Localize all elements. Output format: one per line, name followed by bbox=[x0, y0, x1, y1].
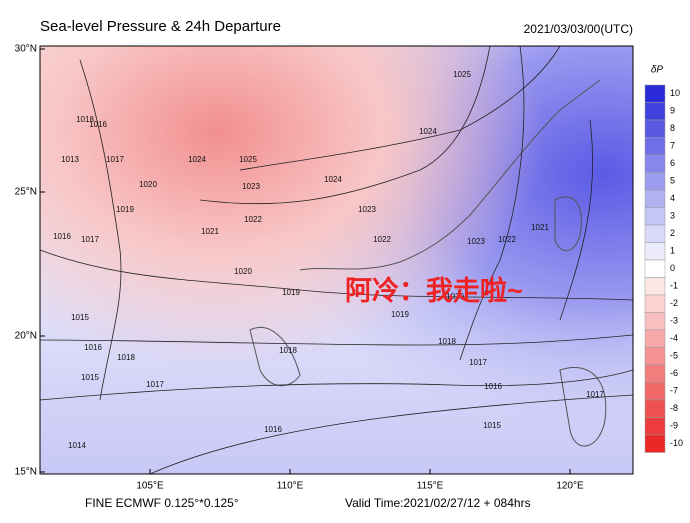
contour-label: 1020 bbox=[234, 267, 252, 276]
colorbar-cell bbox=[644, 434, 666, 453]
colorbar-tick: -2 bbox=[670, 298, 678, 308]
contour-label: 1018 bbox=[117, 353, 135, 362]
contour-label: 1017 bbox=[81, 235, 99, 244]
lat-label: 30°N bbox=[15, 44, 37, 55]
contour-label: 1015 bbox=[71, 313, 89, 322]
contour-label: 1025 bbox=[453, 70, 471, 79]
colorbar-cell bbox=[644, 242, 666, 261]
contour-label: 1019 bbox=[282, 288, 300, 297]
contour-label: 1013 bbox=[61, 155, 79, 164]
lon-label: 115°E bbox=[417, 481, 444, 492]
contour-label: 1024 bbox=[324, 175, 342, 184]
colorbar-cell bbox=[644, 119, 666, 138]
contour-label: 1019 bbox=[391, 310, 409, 319]
colorbar-cell bbox=[644, 312, 666, 331]
colorbar-cell bbox=[644, 382, 666, 401]
colorbar-tick: 0 bbox=[670, 263, 675, 273]
colorbar-tick: -3 bbox=[670, 316, 678, 326]
colorbar-cell bbox=[644, 259, 666, 278]
contour-label: 1017 bbox=[146, 380, 164, 389]
map-frame bbox=[39, 45, 634, 475]
colorbar-tick: 10 bbox=[670, 88, 680, 98]
colorbar-tick: 9 bbox=[670, 106, 675, 116]
footer-valid: Valid Time:2021/02/27/12 + 084hrs bbox=[345, 496, 531, 510]
contour-label: 1020 bbox=[446, 292, 464, 301]
colorbar-tick: -1 bbox=[670, 281, 678, 291]
contour-label: 1024 bbox=[419, 127, 437, 136]
colorbar-tick: 8 bbox=[670, 123, 675, 133]
contour-label: 1015 bbox=[81, 373, 99, 382]
contour-label: 1018 bbox=[76, 115, 94, 124]
contour-label: 1014 bbox=[68, 441, 86, 450]
title: Sea-level Pressure & 24h Departure bbox=[40, 18, 281, 35]
contour-label: 1020 bbox=[139, 180, 157, 189]
colorbar-tick: 2 bbox=[670, 228, 675, 238]
colorbar-cell bbox=[644, 137, 666, 156]
colorbar-cell bbox=[644, 294, 666, 313]
map-field bbox=[40, 46, 633, 474]
contour-label: 1022 bbox=[244, 215, 262, 224]
contour-label: 1018 bbox=[279, 346, 297, 355]
footer-model: FINE ECMWF 0.125°*0.125° bbox=[85, 496, 239, 510]
colorbar-cell bbox=[644, 329, 666, 348]
contour-label: 1023 bbox=[358, 205, 376, 214]
colorbar-tick: -10 bbox=[670, 438, 683, 448]
contour-label: 1018 bbox=[438, 337, 456, 346]
colorbar-cell bbox=[644, 207, 666, 226]
contour-label: 1016 bbox=[84, 343, 102, 352]
lat-label: 20°N bbox=[15, 331, 37, 342]
colorbar-tick: -9 bbox=[670, 421, 678, 431]
colorbar-tick: -7 bbox=[670, 386, 678, 396]
colorbar-cell bbox=[644, 189, 666, 208]
contour-label: 1023 bbox=[467, 237, 485, 246]
colorbar-tick: 3 bbox=[670, 211, 675, 221]
colorbar-tick: -8 bbox=[670, 403, 678, 413]
contour-label: 1016 bbox=[484, 382, 502, 391]
contour-label: 1015 bbox=[483, 421, 501, 430]
colorbar-cell bbox=[644, 102, 666, 121]
contour-label: 1017 bbox=[106, 155, 124, 164]
colorbar-cell bbox=[644, 84, 666, 103]
lon-label: 120°E bbox=[556, 481, 584, 492]
contour-label: 1022 bbox=[498, 235, 516, 244]
colorbar-cell bbox=[644, 399, 666, 418]
contour-label: 1017 bbox=[586, 390, 604, 399]
lat-label: 15°N bbox=[15, 467, 37, 478]
colorbar-cell bbox=[644, 224, 666, 243]
contour-label: 1017 bbox=[469, 358, 487, 367]
lat-label: 25°N bbox=[15, 187, 37, 198]
colorbar-tick: -6 bbox=[670, 368, 678, 378]
contour-label: 1024 bbox=[188, 155, 206, 164]
contour-label: 1025 bbox=[239, 155, 257, 164]
colorbar-tick: 1 bbox=[670, 246, 675, 256]
colorbar-tick: 7 bbox=[670, 141, 675, 151]
colorbar-tick: -4 bbox=[670, 333, 678, 343]
contour-label: 1019 bbox=[116, 205, 134, 214]
colorbar-label: δP bbox=[651, 65, 664, 76]
colorbar-cell bbox=[644, 347, 666, 366]
colorbar-tick: 5 bbox=[670, 176, 675, 186]
contour-label: 1016 bbox=[53, 232, 71, 241]
contour-label: 1021 bbox=[531, 223, 549, 232]
colorbar-tick: 4 bbox=[670, 193, 675, 203]
colorbar-cell bbox=[644, 277, 666, 296]
datetime: 2021/03/03/00(UTC) bbox=[524, 22, 633, 36]
contour-label: 1023 bbox=[242, 182, 260, 191]
colorbar-cell bbox=[644, 154, 666, 173]
colorbar-tick: 6 bbox=[670, 158, 675, 168]
overlay-text: 阿冷：我走啦~ bbox=[345, 275, 523, 306]
contour-label: 1021 bbox=[201, 227, 219, 236]
lon-label: 110°E bbox=[277, 481, 304, 492]
colorbar-tick: -5 bbox=[670, 351, 678, 361]
colorbar-cell bbox=[644, 417, 666, 436]
contour-label: 1016 bbox=[89, 120, 107, 129]
colorbar-cell bbox=[644, 172, 666, 191]
contour-label: 1016 bbox=[264, 425, 282, 434]
contour-label: 1022 bbox=[373, 235, 391, 244]
lon-label: 105°E bbox=[136, 481, 164, 492]
colorbar-cell bbox=[644, 364, 666, 383]
